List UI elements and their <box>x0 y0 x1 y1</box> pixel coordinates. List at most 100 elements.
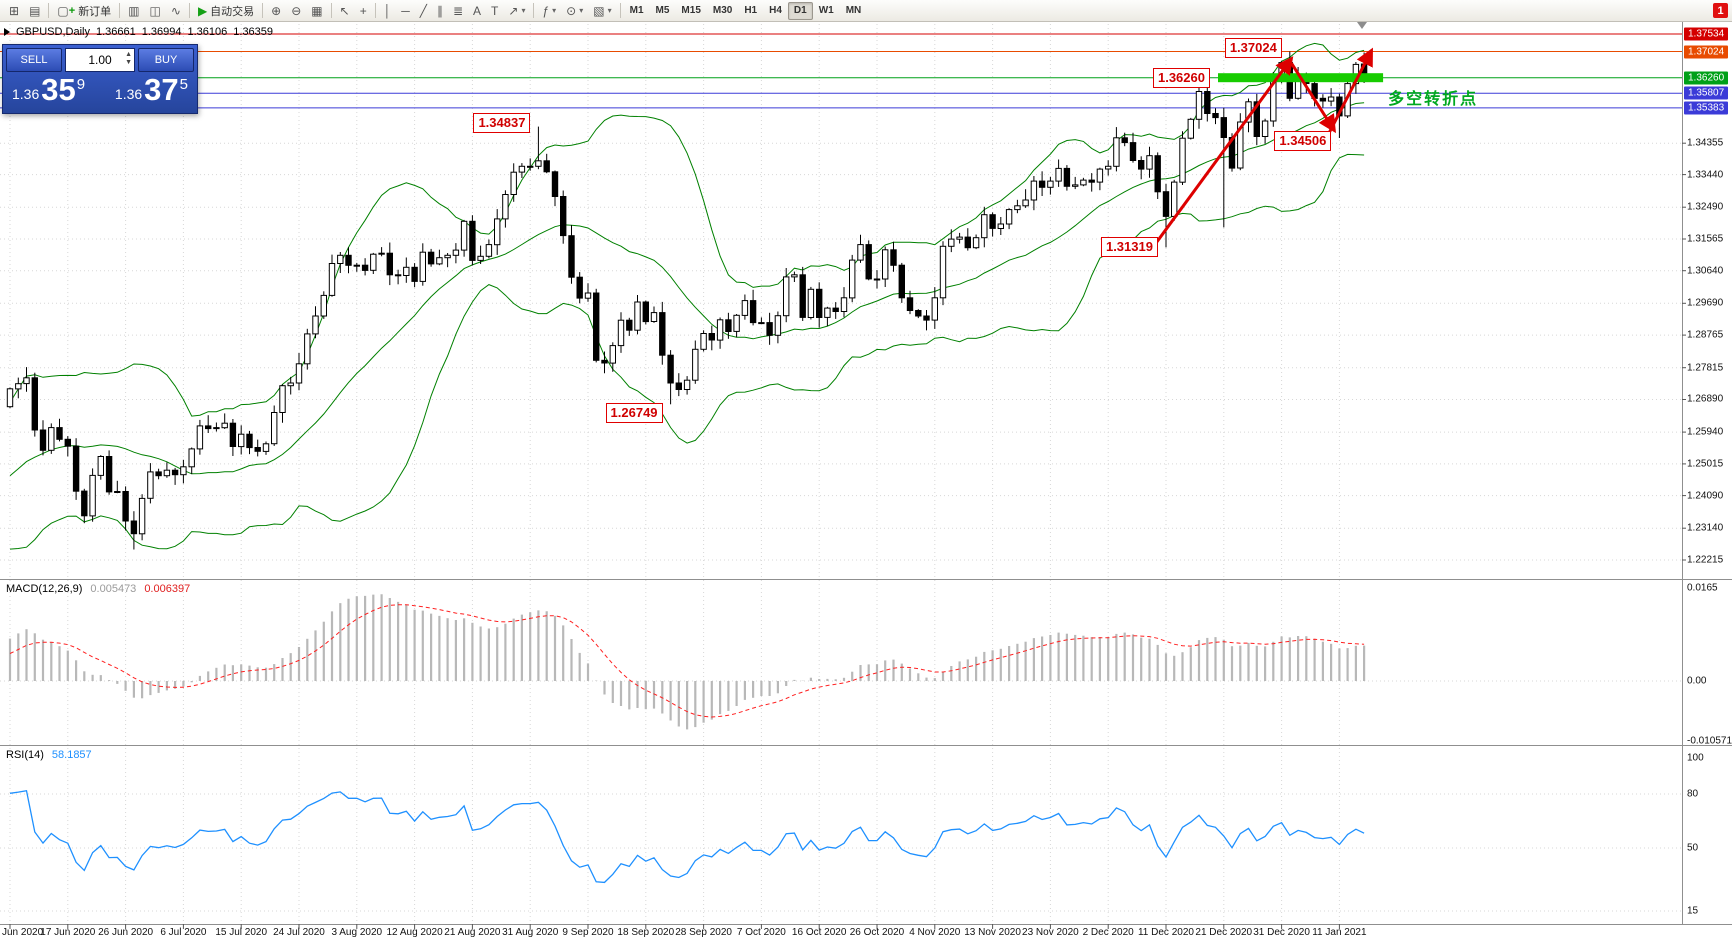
candlestick-mode-button[interactable]: ◫ <box>145 2 166 20</box>
timeframe-mn[interactable]: MN <box>845 5 862 16</box>
quote-line: GBPUSD,Daily 1.36661 1.36994 1.36106 1.3… <box>4 26 273 38</box>
macd-signal-line <box>9 604 1365 718</box>
timeframe-h1[interactable]: H1 <box>744 5 758 16</box>
label-tool-button[interactable]: T <box>486 2 503 20</box>
trend-annotation[interactable]: 多空转折点 <box>1388 90 1479 108</box>
cursor-tool-button[interactable]: ↖ <box>335 2 355 20</box>
rsi-name: RSI(14) <box>6 749 44 761</box>
notification-badge[interactable]: 1 <box>1713 3 1728 18</box>
text-tool-button[interactable]: A <box>468 2 486 20</box>
timeframe-m1[interactable]: M1 <box>629 5 644 16</box>
symbol-name: GBPUSD,Daily <box>16 26 90 38</box>
date-axis-label: Jun 2020 <box>2 927 44 938</box>
bar-chart-mode-button[interactable]: ▥ <box>123 2 144 20</box>
one-click-trading-panel: SELL 1.00 ▲ ▼ BUY 1.36 35 9 1.36 37 5 <box>2 44 198 114</box>
bollinger-bands <box>9 42 1365 550</box>
price-callout[interactable]: 1.37024 <box>1224 37 1282 58</box>
timeframe-h4[interactable]: H4 <box>769 5 782 16</box>
arrows-tool-button[interactable]: ↗ ▾ <box>503 2 530 20</box>
fibonacci-tool-button[interactable]: ≣ <box>448 2 468 20</box>
buy-price-head: 1.36 <box>114 86 143 102</box>
sell-price-sup: 9 <box>76 76 86 93</box>
chart-windows-button[interactable]: ▤ <box>24 2 45 20</box>
price-callout[interactable]: 1.34506 <box>1274 130 1332 151</box>
date-axis-label: 21 Dec 2020 <box>1195 927 1253 938</box>
quote-low: 1.36106 <box>187 26 228 38</box>
vertical-line-tool-icon: │ <box>383 3 392 18</box>
toolbar-separator <box>619 3 621 18</box>
new-chart-button[interactable]: ⊞ <box>4 2 24 20</box>
dropdown-caret-icon[interactable]: ▾ <box>521 6 526 15</box>
buy-price[interactable]: 1.36 37 5 <box>115 74 188 106</box>
auto-trading-label: 自动交易 <box>210 5 255 18</box>
price-axis-label: 1.32490 <box>1687 201 1724 213</box>
trend-arrows[interactable] <box>1152 47 1373 248</box>
indicators-menu-button[interactable]: ƒ ▾ <box>537 2 561 20</box>
dropdown-caret-icon[interactable]: ▾ <box>552 6 557 15</box>
plus-icon: + <box>68 4 76 17</box>
line-chart-mode-button[interactable]: ∿ <box>166 2 186 20</box>
price-callout[interactable]: 1.26749 <box>605 403 663 424</box>
macd-pane-title: MACD(12,26,9) 0.005473 0.006397 <box>6 583 190 595</box>
date-axis-label: 12 Aug 2020 <box>386 927 443 938</box>
timeframe-d1[interactable]: D1 <box>787 1 813 20</box>
date-axis-label: 3 Aug 2020 <box>331 927 383 938</box>
tile-windows-button[interactable]: ▦ <box>306 2 327 20</box>
price-callout[interactable]: 1.34837 <box>473 112 531 133</box>
date-axis-label: 2 Dec 2020 <box>1082 927 1134 938</box>
indicators-menu-icon: ƒ <box>542 3 550 18</box>
sell-price-head: 1.36 <box>12 86 40 102</box>
quote-close: 1.36359 <box>233 26 274 38</box>
dropdown-caret-icon[interactable]: ▾ <box>579 6 584 15</box>
toolbar-separator <box>188 3 190 18</box>
price-line-badge: 1.37534 <box>1684 27 1729 41</box>
channel-tool-icon: ∥ <box>436 3 443 18</box>
price-axis-label: 1.23140 <box>1687 522 1724 534</box>
auto-trading-button[interactable]: ▶ 自动交易 <box>193 2 259 20</box>
horizontal-lines[interactable] <box>0 33 1682 109</box>
dropdown-caret-icon[interactable]: ▾ <box>607 6 612 15</box>
price-axis-label: 1.30640 <box>1687 265 1724 277</box>
stepper-up-icon[interactable]: ▲ <box>125 51 132 58</box>
cursor-tool-icon: ↖ <box>339 3 350 18</box>
zoom-in-button[interactable]: ⊕ <box>266 2 286 20</box>
price-callout[interactable]: 1.36260 <box>1152 67 1210 88</box>
volume-steppers[interactable]: ▲ ▼ <box>125 51 132 67</box>
tile-windows-icon: ▦ <box>311 3 323 18</box>
timeframe-m30[interactable]: M30 <box>712 5 733 16</box>
trendline-tool-button[interactable]: ╱ <box>415 2 432 20</box>
price-axis-label: 1.27815 <box>1687 362 1724 374</box>
zoom-out-button[interactable]: ⊖ <box>286 2 306 20</box>
vertical-line-tool-button[interactable]: │ <box>379 2 397 20</box>
date-axis-label: 9 Sep 2020 <box>562 927 614 938</box>
timeframe-m15[interactable]: M15 <box>681 5 701 16</box>
trade-panel-controls: SELL 1.00 ▲ ▼ BUY <box>6 48 194 72</box>
new-order-button[interactable]: ▢ + 新订单 <box>52 2 116 20</box>
date-axis-label: 6 Jul 2020 <box>160 927 207 938</box>
chart-shift-marker[interactable] <box>1357 22 1367 29</box>
price-axis-label: 1.29690 <box>1687 297 1724 309</box>
price-line-badge: 1.35807 <box>1684 86 1729 100</box>
macd-histogram <box>8 594 1366 730</box>
horizontal-line-tool-button[interactable]: ─ <box>396 2 415 20</box>
timeframe-m5[interactable]: M5 <box>655 5 670 16</box>
sell-button[interactable]: SELL <box>6 48 62 72</box>
volume-field[interactable]: 1.00 ▲ ▼ <box>65 48 135 72</box>
price-callout[interactable]: 1.31319 <box>1100 237 1158 258</box>
symbol-marker-icon <box>4 28 10 36</box>
rsi-axis-label: 80 <box>1687 788 1699 800</box>
chart-windows-icon: ▤ <box>29 3 41 18</box>
bb-lower <box>9 153 1365 550</box>
crosshair-tool-button[interactable]: + <box>355 2 372 20</box>
quote-high: 1.36994 <box>141 26 182 38</box>
buy-button[interactable]: BUY <box>138 48 194 72</box>
timeframe-w1[interactable]: W1 <box>818 5 834 16</box>
candlestick-mode-icon: ◫ <box>149 3 161 18</box>
templates-menu-button[interactable]: ▧ ▾ <box>588 2 616 20</box>
channel-tool-button[interactable]: ∥ <box>432 2 448 20</box>
sell-price[interactable]: 1.36 35 9 <box>12 74 85 106</box>
timeframes-menu-button[interactable]: ⊙ ▾ <box>561 2 588 20</box>
stepper-down-icon[interactable]: ▼ <box>125 59 132 66</box>
